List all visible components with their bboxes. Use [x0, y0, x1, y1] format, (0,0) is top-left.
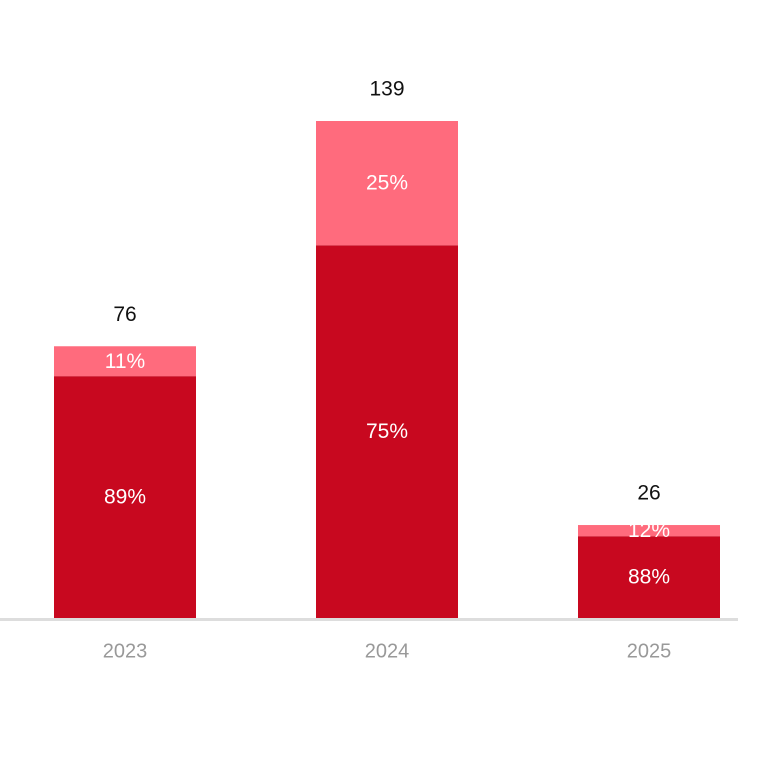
segment-label: 88% — [628, 566, 670, 589]
segment-label: 11% — [105, 350, 145, 373]
segment-label: 25% — [366, 172, 408, 195]
x-tick-label: 2024 — [365, 640, 410, 662]
segment-label: 89% — [104, 486, 146, 509]
bar-segment — [578, 536, 720, 618]
segment-label: 12% — [628, 519, 670, 542]
bar-segment — [316, 245, 458, 618]
x-tick-label: 2023 — [103, 640, 148, 662]
bar-segment — [54, 376, 196, 618]
bar-segment — [316, 121, 458, 246]
bar-segment — [54, 346, 196, 377]
bar-segment — [578, 525, 720, 537]
segment-label: 75% — [366, 420, 408, 443]
total-label: 139 — [369, 78, 404, 101]
total-label: 76 — [113, 303, 136, 326]
total-label: 26 — [637, 482, 660, 505]
x-tick-label: 2025 — [627, 640, 672, 662]
